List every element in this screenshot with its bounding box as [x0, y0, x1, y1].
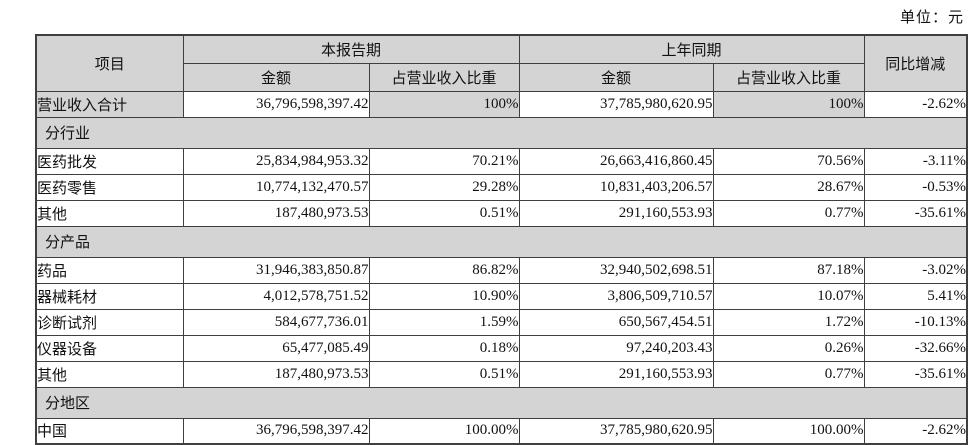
- current-pct-cell: 0.51%: [368, 360, 520, 388]
- col-header-yoy-change: 同比增减: [863, 34, 968, 92]
- yoy-cell: -35.61%: [863, 360, 968, 388]
- row-label: 其他: [35, 360, 184, 388]
- col-header-prior-pct: 占营业收入比重: [712, 62, 865, 92]
- row-label: 其他: [35, 199, 184, 227]
- row-other-product: 其他 187,480,973.53 0.51% 291,160,553.93 0…: [35, 360, 968, 388]
- row-total-revenue: 营业收入合计 36,796,598,397.42 100% 37,785,980…: [35, 90, 968, 118]
- prior-amount-cell: 291,160,553.93: [518, 360, 714, 388]
- current-amount-cell: 10,774,132,470.57: [182, 173, 370, 201]
- current-amount-cell: 36,796,598,397.42: [182, 417, 370, 445]
- yoy-cell: -35.61%: [863, 199, 968, 227]
- prior-pct-cell: 10.07%: [712, 282, 865, 310]
- current-pct-cell: 100%: [368, 90, 520, 118]
- yoy-cell: -3.02%: [863, 256, 968, 284]
- section-title: 分产品: [35, 225, 968, 258]
- col-header-current-amount: 金额: [182, 62, 370, 92]
- prior-pct-cell: 0.77%: [712, 199, 865, 227]
- section-row-by-industry: 分行业: [35, 116, 968, 149]
- row-label: 器械耗材: [35, 282, 184, 310]
- current-pct-cell: 86.82%: [368, 256, 520, 284]
- revenue-breakdown-table: 项目 本报告期 上年同期 同比增减 金额 占营业收入比重 金额 占营业收入比重 …: [35, 34, 969, 445]
- section-title: 分行业: [35, 116, 968, 149]
- yoy-cell: -0.53%: [863, 173, 968, 201]
- prior-pct-cell: 70.56%: [712, 147, 865, 175]
- prior-pct-cell: 87.18%: [712, 256, 865, 284]
- current-pct-cell: 1.59%: [368, 308, 520, 336]
- row-label: 营业收入合计: [35, 90, 184, 118]
- col-header-prior-period: 上年同期: [518, 34, 865, 64]
- row-label: 诊断试剂: [35, 308, 184, 336]
- current-amount-cell: 187,480,973.53: [182, 199, 370, 227]
- section-row-by-region: 分地区: [35, 386, 968, 419]
- yoy-cell: 5.41%: [863, 282, 968, 310]
- current-pct-cell: 70.21%: [368, 147, 520, 175]
- prior-amount-cell: 650,567,454.51: [518, 308, 714, 336]
- row-instruments-equipment: 仪器设备 65,477,085.49 0.18% 97,240,203.43 0…: [35, 334, 968, 362]
- row-pharma-retail: 医药零售 10,774,132,470.57 29.28% 10,831,403…: [35, 173, 968, 201]
- row-pharma-wholesale: 医药批发 25,834,984,953.32 70.21% 26,663,416…: [35, 147, 968, 175]
- prior-amount-cell: 32,940,502,698.51: [518, 256, 714, 284]
- prior-amount-cell: 291,160,553.93: [518, 199, 714, 227]
- current-pct-cell: 10.90%: [368, 282, 520, 310]
- row-china: 中国 36,796,598,397.42 100.00% 37,785,980,…: [35, 417, 968, 445]
- header-row-1: 项目 本报告期 上年同期 同比增减: [35, 34, 968, 92]
- prior-pct-cell: 0.26%: [712, 334, 865, 362]
- prior-amount-cell: 10,831,403,206.57: [518, 173, 714, 201]
- current-amount-cell: 36,796,598,397.42: [182, 90, 370, 118]
- prior-amount-cell: 97,240,203.43: [518, 334, 714, 362]
- prior-amount-cell: 37,785,980,620.95: [518, 90, 714, 118]
- row-other-industry: 其他 187,480,973.53 0.51% 291,160,553.93 0…: [35, 199, 968, 227]
- yoy-cell: -10.13%: [863, 308, 968, 336]
- current-pct-cell: 0.18%: [368, 334, 520, 362]
- section-row-by-product: 分产品: [35, 225, 968, 258]
- unit-label: 单位：元: [899, 10, 964, 26]
- col-header-current-period: 本报告期: [182, 34, 520, 64]
- row-label: 仪器设备: [35, 334, 184, 362]
- prior-amount-cell: 3,806,509,710.57: [518, 282, 714, 310]
- prior-amount-cell: 37,785,980,620.95: [518, 417, 714, 445]
- col-header-prior-amount: 金额: [518, 62, 714, 92]
- prior-pct-cell: 100%: [712, 90, 865, 118]
- prior-amount-cell: 26,663,416,860.45: [518, 147, 714, 175]
- section-title: 分地区: [35, 386, 968, 419]
- current-amount-cell: 584,677,736.01: [182, 308, 370, 336]
- row-label: 中国: [35, 417, 184, 445]
- yoy-cell: -3.11%: [863, 147, 968, 175]
- col-header-item: 项目: [35, 34, 184, 92]
- current-amount-cell: 25,834,984,953.32: [182, 147, 370, 175]
- header-row-2: 金额 占营业收入比重 金额 占营业收入比重: [36, 62, 967, 92]
- yoy-cell: -2.62%: [863, 90, 968, 118]
- current-pct-cell: 0.51%: [368, 199, 520, 227]
- prior-pct-cell: 28.67%: [712, 173, 865, 201]
- current-pct-cell: 100.00%: [368, 417, 520, 445]
- current-amount-cell: 65,477,085.49: [182, 334, 370, 362]
- current-amount-cell: 31,946,383,850.87: [182, 256, 370, 284]
- row-label: 药品: [35, 256, 184, 284]
- row-diagnostic-reagents: 诊断试剂 584,677,736.01 1.59% 650,567,454.51…: [35, 308, 968, 336]
- yoy-cell: -2.62%: [863, 417, 968, 445]
- prior-pct-cell: 1.72%: [712, 308, 865, 336]
- current-pct-cell: 29.28%: [368, 173, 520, 201]
- row-label: 医药零售: [35, 173, 184, 201]
- prior-pct-cell: 100.00%: [712, 417, 865, 445]
- row-label: 医药批发: [35, 147, 184, 175]
- current-amount-cell: 4,012,578,751.52: [182, 282, 370, 310]
- current-amount-cell: 187,480,973.53: [182, 360, 370, 388]
- row-device-consumables: 器械耗材 4,012,578,751.52 10.90% 3,806,509,7…: [35, 282, 968, 310]
- row-drugs: 药品 31,946,383,850.87 86.82% 32,940,502,6…: [35, 256, 968, 284]
- yoy-cell: -32.66%: [863, 334, 968, 362]
- prior-pct-cell: 0.77%: [712, 360, 865, 388]
- col-header-current-pct: 占营业收入比重: [368, 62, 520, 92]
